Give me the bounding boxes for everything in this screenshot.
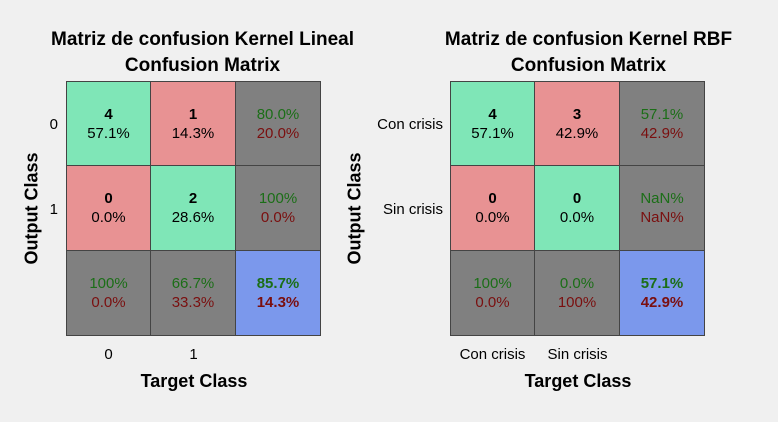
summary-correct: 100% [473, 275, 512, 292]
summary-wrong: 20.0% [256, 124, 300, 142]
row-summary-cell: NaN% NaN% [620, 166, 705, 251]
summary-correct: 100% [258, 190, 298, 207]
cell-percent: 42.9% [555, 124, 599, 142]
summary-wrong: 0.0% [260, 209, 296, 226]
overall-accuracy-cell: 85.7% 14.3% [236, 251, 321, 336]
cell-count: 4 [104, 105, 113, 123]
cell-percent: 57.1% [87, 124, 130, 142]
matrix-cell: 3 42.9% [535, 81, 620, 166]
target-class-label-1: 1 [189, 346, 198, 363]
chart-subtitle: Confusion Matrix [510, 55, 667, 76]
confusion-matrix-rbf: Matriz de confusion Kernel RBF Confusion… [345, 0, 778, 422]
y-axis-title: Output Class [344, 152, 365, 265]
target-class-label-0: Con crisis [459, 346, 526, 363]
cell-percent: 14.3% [171, 124, 215, 142]
matrix-cell: 1 14.3% [151, 81, 236, 166]
matrix-cell: 2 28.6% [151, 166, 236, 251]
x-axis-title: Target Class [140, 371, 248, 391]
cell-count: 0 [104, 190, 113, 207]
row-summary-cell: 80.0% 20.0% [236, 81, 321, 166]
summary-correct: 57.1% [640, 105, 684, 123]
cell-count: 3 [572, 105, 582, 123]
summary-wrong: 42.9% [640, 124, 684, 142]
overall-accuracy-cell: 57.1% 42.9% [620, 251, 705, 336]
summary-correct: NaN% [640, 190, 684, 207]
overall-correct: 57.1% [640, 275, 684, 292]
y-axis-title: Output Class [21, 152, 42, 265]
matrix-cell: 4 57.1% [450, 81, 535, 166]
confusion-matrix-lineal: Matriz de confusion Kernel Lineal Confus… [21, 29, 355, 391]
chart-subtitle: Confusion Matrix [124, 55, 281, 76]
cell-count: 2 [188, 190, 198, 207]
cell-count: 4 [488, 105, 497, 123]
cell-percent: 57.1% [471, 124, 514, 142]
summary-wrong: 0.0% [91, 294, 126, 311]
cell-percent: 28.6% [171, 209, 215, 226]
output-class-label-0: 0 [49, 116, 58, 133]
target-class-label-1: Sin crisis [547, 346, 608, 363]
summary-wrong: 33.3% [171, 294, 215, 311]
matrix-grid: 4 57.1% 1 14.3% 80.0% 20.0% 0 0.0% 2 28.6% 100% 0.0… [66, 81, 327, 337]
column-summary-cell: 100% 0.0% [450, 251, 535, 336]
summary-correct: 100% [89, 275, 128, 292]
cell-percent: 0.0% [91, 209, 126, 226]
matrix-cell: 4 57.1% [66, 81, 151, 166]
summary-correct: 66.7% [171, 275, 215, 292]
matrix-cell: 0 0.0% [535, 166, 620, 251]
overall-wrong: 14.3% [256, 294, 300, 311]
summary-correct: 80.0% [256, 105, 300, 123]
column-summary-cell: 66.7% 33.3% [151, 251, 236, 336]
row-summary-cell: 100% 0.0% [236, 166, 321, 251]
column-summary-cell: 0.0% 100% [535, 251, 620, 336]
chart-title: Matriz de confusion Kernel RBF [444, 29, 733, 50]
chart-title: Matriz de confusion Kernel Lineal [51, 29, 354, 50]
output-class-label-1: 1 [49, 201, 58, 218]
cell-count: 0 [488, 190, 497, 207]
matrix-grid: 4 57.1% 3 42.9% 57.1% 42.9% 0 0.0% 0 0.0% NaN% NaN%… [450, 81, 711, 337]
column-summary-cell: 100% 0.0% [66, 251, 151, 336]
row-summary-cell: 57.1% 42.9% [620, 81, 705, 166]
output-class-label-0: Con crisis [377, 116, 443, 133]
matrix-cell: 0 0.0% [450, 166, 535, 251]
cell-count: 0 [572, 190, 582, 207]
x-axis-title: Target Class [524, 371, 632, 391]
overall-wrong: 42.9% [640, 294, 684, 311]
summary-wrong: NaN% [640, 209, 684, 226]
matrix-cell: 0 0.0% [66, 166, 151, 251]
summary-correct: 0.0% [559, 275, 595, 292]
summary-wrong: 100% [557, 294, 597, 311]
overall-correct: 85.7% [256, 275, 300, 292]
output-class-label-1: Sin crisis [382, 201, 443, 218]
target-class-label-0: 0 [104, 346, 113, 363]
cell-count: 1 [188, 105, 198, 123]
summary-wrong: 0.0% [475, 294, 510, 311]
cell-percent: 0.0% [475, 209, 510, 226]
cell-percent: 0.0% [559, 209, 595, 226]
